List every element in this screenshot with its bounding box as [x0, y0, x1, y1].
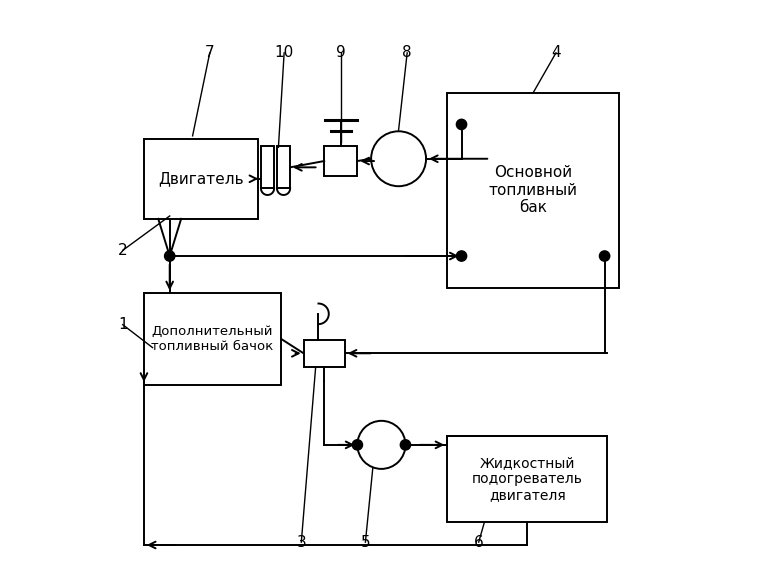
Circle shape: [400, 440, 410, 450]
Text: Двигатель: Двигатель: [158, 171, 244, 186]
Circle shape: [165, 251, 175, 261]
Circle shape: [353, 440, 363, 450]
Text: 3: 3: [296, 535, 307, 550]
Bar: [447, 436, 608, 522]
Text: 7: 7: [205, 45, 215, 60]
Circle shape: [456, 119, 466, 129]
Bar: [447, 93, 619, 288]
Text: Дополнительный
топливный бачок: Дополнительный топливный бачок: [151, 325, 274, 353]
Text: 6: 6: [473, 535, 484, 550]
Text: Жидкостный
подогреватель
двигателя: Жидкостный подогреватель двигателя: [472, 456, 583, 503]
Text: Основной
топливный
бак: Основной топливный бак: [488, 166, 577, 215]
Text: 10: 10: [275, 45, 294, 60]
Bar: [303, 340, 345, 367]
Bar: [144, 139, 258, 219]
Text: 9: 9: [336, 45, 346, 60]
Bar: [261, 146, 274, 189]
Text: 5: 5: [360, 535, 370, 550]
Circle shape: [600, 251, 610, 261]
Bar: [324, 146, 357, 176]
Circle shape: [456, 251, 466, 261]
Text: 8: 8: [402, 45, 412, 60]
Text: 4: 4: [551, 45, 561, 60]
Bar: [144, 293, 282, 385]
Bar: [277, 146, 290, 189]
Text: 2: 2: [118, 243, 128, 258]
Text: 1: 1: [118, 317, 128, 332]
